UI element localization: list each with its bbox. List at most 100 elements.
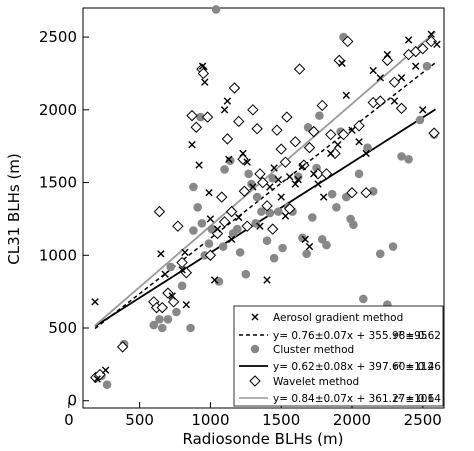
- legend-label-aerosol: Aerosol gradient method: [273, 312, 403, 324]
- data-point-circle: [149, 320, 159, 330]
- data-point-diamond: [425, 35, 437, 48]
- data-point-diamond: [238, 185, 251, 197]
- data-point-diamond: [275, 143, 287, 155]
- data-point-x: [263, 276, 271, 284]
- data-point-diamond: [342, 35, 354, 48]
- data-point-circle: [172, 307, 181, 317]
- data-point-x: [285, 173, 294, 181]
- data-point-x: [91, 298, 99, 306]
- data-point-x: [314, 180, 322, 188]
- data-point-diamond: [254, 168, 266, 180]
- data-point-circle: [233, 224, 242, 234]
- data-point-diamond: [281, 111, 293, 123]
- data-point-x: [291, 180, 300, 188]
- data-point-x: [178, 266, 186, 274]
- data-point-circle: [302, 249, 311, 259]
- x-tick-label: 2000: [333, 411, 371, 429]
- data-point-diamond: [251, 123, 263, 135]
- data-point-x: [310, 170, 318, 178]
- data-point-x: [281, 212, 290, 220]
- legend-marker-diamond-icon: [249, 375, 261, 387]
- data-point-diamond: [221, 133, 234, 145]
- legend-marker-circle-icon: [250, 344, 260, 354]
- data-point-x: [274, 175, 283, 184]
- data-point-diamond: [308, 125, 320, 138]
- data-point-x: [256, 222, 264, 230]
- data-point-diamond: [216, 191, 228, 203]
- data-point-circle: [415, 115, 425, 125]
- data-point-diamond: [325, 128, 337, 141]
- data-point-diamond: [303, 141, 316, 154]
- data-point-circle: [166, 262, 176, 272]
- data-point-circle: [363, 143, 372, 152]
- legend-label-wavelet: Wavelet method: [273, 376, 359, 388]
- data-point-x: [213, 225, 222, 233]
- data-point-x: [427, 30, 435, 38]
- data-point-circle: [177, 281, 187, 291]
- data-point-diamond: [204, 249, 217, 261]
- data-point-x: [355, 138, 363, 146]
- data-point-circle: [193, 202, 202, 212]
- y-tick-label: 1000: [39, 246, 77, 264]
- data-point-x: [270, 164, 278, 172]
- data-point-diamond: [172, 220, 184, 232]
- data-point-x: [157, 250, 165, 258]
- data-point-circle: [214, 277, 224, 286]
- data-point-diamond: [266, 223, 279, 235]
- fit-line-cluster-method: [94, 108, 436, 327]
- data-point-x: [205, 189, 213, 197]
- data-point-diamond: [388, 76, 401, 88]
- y-tick-label: 1500: [39, 174, 77, 192]
- data-point-x: [239, 149, 247, 158]
- data-point-diamond: [167, 296, 180, 308]
- data-point-circle: [207, 224, 217, 234]
- data-point-diamond: [271, 124, 283, 136]
- data-point-diamond: [197, 67, 210, 80]
- data-point-circle: [204, 239, 214, 248]
- data-point-diamond: [346, 187, 358, 199]
- plot-frame: [82, 7, 445, 409]
- legend-marker-x-icon: [251, 313, 259, 321]
- data-point-diamond: [279, 156, 292, 168]
- data-point-diamond: [233, 115, 245, 128]
- data-point-diamond: [257, 176, 269, 189]
- data-point-circle: [244, 169, 253, 179]
- data-points: [90, 5, 441, 390]
- data-point-diamond: [428, 127, 440, 139]
- data-point-diamond: [241, 220, 253, 232]
- data-point-x: [342, 91, 351, 99]
- data-point-x: [227, 235, 236, 243]
- data-point-circle: [251, 218, 261, 228]
- legend-equation-cluster: y= 0.62±0.08x + 397.60±112: [273, 361, 434, 373]
- data-point-diamond: [395, 102, 408, 115]
- x-tick-label: 1000: [191, 411, 229, 429]
- data-point-x: [294, 175, 302, 184]
- data-point-circle: [327, 189, 337, 199]
- data-point-x: [266, 183, 274, 191]
- data-point-circle: [189, 182, 198, 192]
- data-point-circle: [218, 242, 228, 251]
- fit-line-aerosol-gradient-method: [94, 62, 436, 330]
- data-point-circle: [157, 323, 167, 333]
- data-point-circle: [155, 314, 164, 324]
- legend-label-cluster: Cluster method: [273, 344, 354, 356]
- data-point-circle: [220, 165, 229, 174]
- data-point-circle: [303, 122, 313, 132]
- data-point-diamond: [247, 104, 259, 116]
- data-point-x: [161, 270, 169, 278]
- data-point-circle: [163, 314, 173, 324]
- data-point-circle: [322, 240, 331, 250]
- data-point-x: [198, 62, 207, 70]
- data-point-diamond: [293, 63, 306, 75]
- data-point-circle: [422, 61, 432, 71]
- data-point-circle: [278, 243, 287, 253]
- data-point-diamond: [153, 205, 166, 218]
- data-point-circle: [375, 249, 385, 259]
- data-point-x: [243, 158, 251, 166]
- data-point-diamond: [417, 43, 429, 55]
- data-point-x: [168, 292, 176, 300]
- series-x: [91, 30, 441, 383]
- data-point-x: [327, 149, 335, 158]
- axis-ticks: 0 500 1000 1500 2000 2500 0 500 1000 1500 2000 2500: [39, 28, 442, 429]
- x-axis-title: Radiosonde BLHs (m): [183, 430, 344, 448]
